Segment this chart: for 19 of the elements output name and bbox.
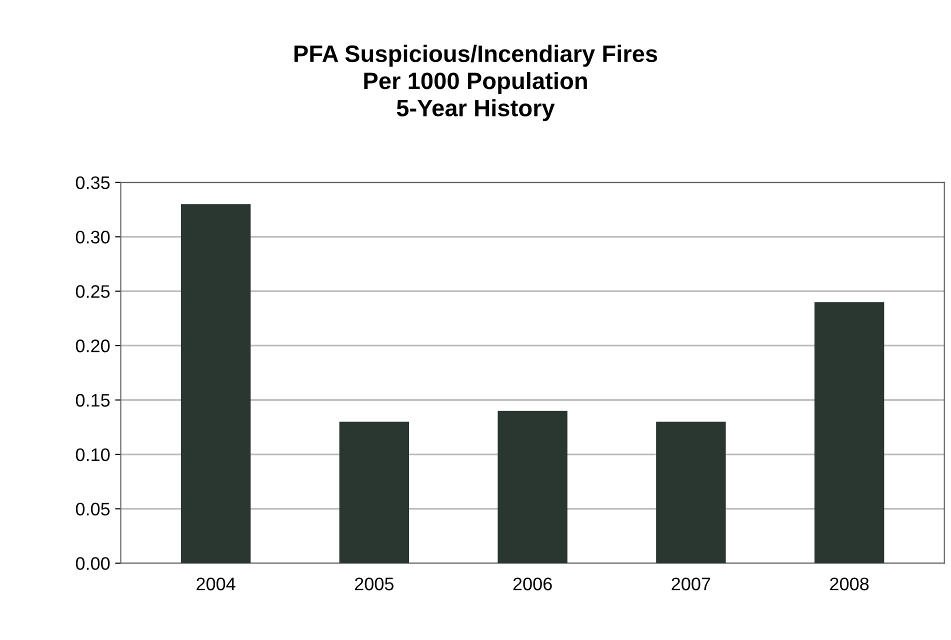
x-tick-label: 2007 — [672, 578, 710, 590]
y-tick-label: 0.35 — [76, 176, 110, 190]
x-tick-label: 2005 — [355, 578, 394, 590]
x-tick-label: 2006 — [513, 578, 552, 590]
bar — [339, 422, 410, 564]
chart-title: PFA Suspicious/Incendiary Fires Per 1000 Population 5-Year History — [294, 44, 658, 122]
y-tick-label: 0.10 — [76, 448, 110, 462]
x-tick-label: 2004 — [196, 578, 236, 590]
y-tick-label: 0.25 — [76, 285, 110, 298]
bar — [180, 204, 251, 564]
y-tick-label: 0.00 — [76, 557, 110, 570]
y-tick-label: 0.30 — [76, 230, 110, 244]
x-tick-label: 2008 — [830, 578, 869, 590]
y-tick-label: 0.15 — [76, 394, 110, 407]
bar — [498, 410, 568, 564]
bar — [656, 422, 726, 564]
y-tick-label: 0.05 — [76, 502, 110, 516]
y-tick-label: 0.20 — [76, 340, 110, 352]
bar — [814, 302, 884, 564]
